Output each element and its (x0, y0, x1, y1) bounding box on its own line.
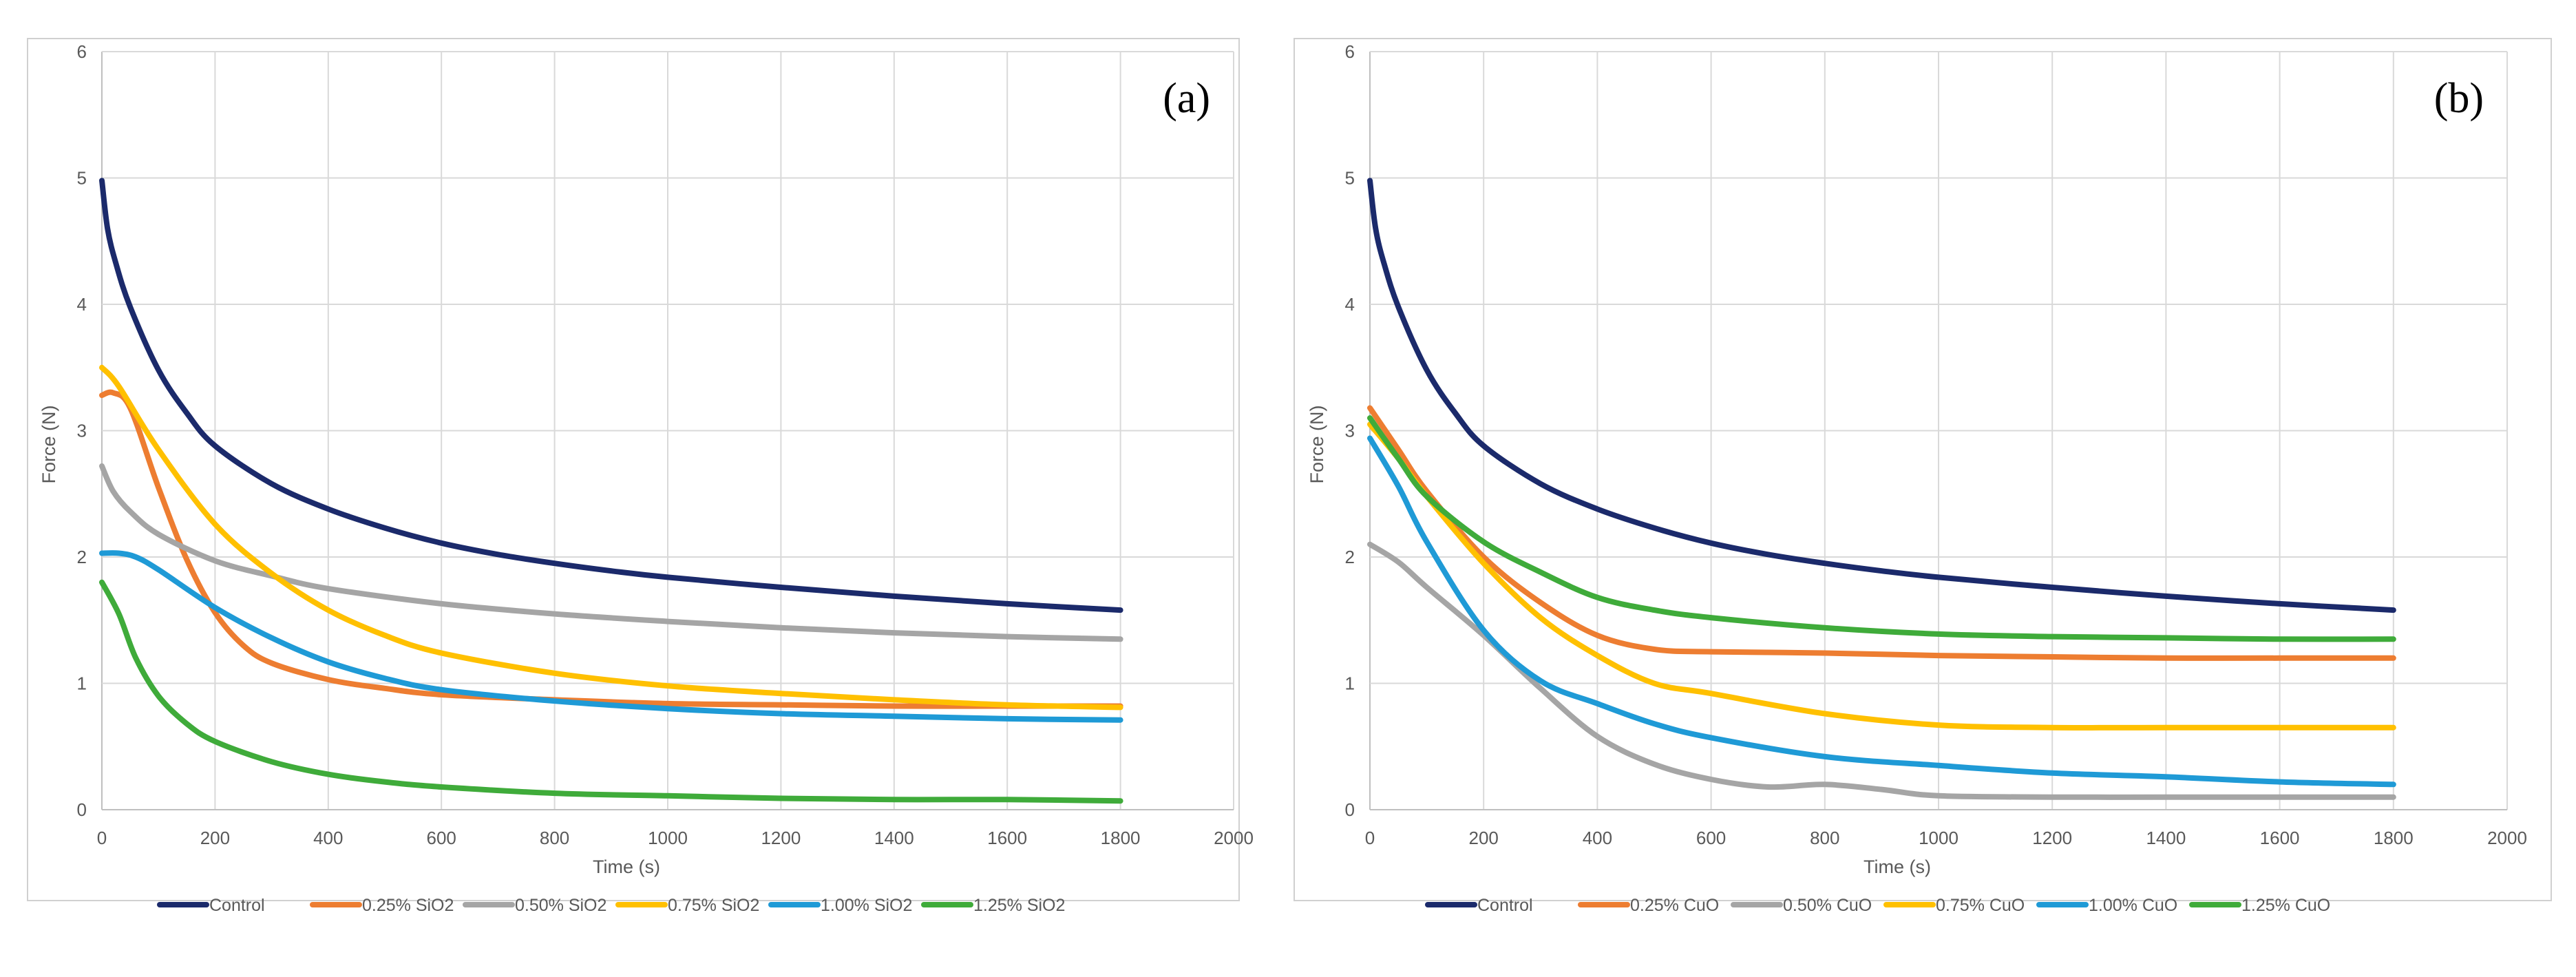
y-tick-label: 5 (77, 168, 87, 189)
legend-label: 0.25% CuO (1630, 896, 1719, 915)
y-tick-label: 0 (1345, 799, 1355, 820)
y-axis-title: Force (N) (39, 406, 59, 484)
series-line-5 (1367, 435, 2396, 788)
x-tick-label: 1600 (2260, 828, 2300, 848)
legend-label: 0.75% CuO (1936, 896, 2025, 915)
series-line-4 (99, 364, 1123, 711)
y-tick-label: 3 (77, 421, 87, 441)
y-tick-label: 5 (1345, 168, 1355, 189)
x-tick-label: 2000 (2487, 828, 2527, 848)
x-tick-label: 1000 (648, 828, 688, 848)
series-line-2 (1367, 405, 2396, 661)
x-tick-label: 400 (313, 828, 343, 848)
y-tick-label: 3 (1345, 421, 1355, 441)
legend-label: 0.50% SiO2 (515, 896, 606, 915)
x-axis-title: Time (s) (1864, 857, 1931, 877)
series-line-6 (1367, 415, 2396, 642)
series-line-2 (99, 389, 1123, 709)
y-axis-title: Force (N) (1307, 406, 1327, 484)
legend-label: 1.00% SiO2 (821, 896, 912, 915)
x-tick-label: 0 (97, 828, 107, 848)
x-tick-label: 1400 (2146, 828, 2186, 848)
y-tick-label: 4 (77, 294, 87, 315)
legend-label: 1.00% CuO (2089, 896, 2177, 915)
x-tick-label: 1400 (874, 828, 914, 848)
x-tick-label: 1000 (1919, 828, 1959, 848)
x-tick-label: 600 (1696, 828, 1726, 848)
y-tick-label: 6 (1345, 41, 1355, 62)
y-tick-label: 6 (77, 41, 87, 62)
y-tick-label: 0 (77, 799, 87, 820)
panel-label: (a) (1163, 75, 1210, 122)
legend-label: Control (209, 896, 265, 915)
series-line-3 (99, 463, 1123, 642)
legend-label: 0.75% SiO2 (668, 896, 759, 915)
x-tick-label: 2000 (1214, 828, 1254, 848)
panel-label: (b) (2434, 75, 2484, 122)
x-tick-label: 400 (1583, 828, 1612, 848)
legend-label: Control (1477, 896, 1533, 915)
y-tick-label: 1 (1345, 673, 1355, 694)
x-axis-title: Time (s) (593, 857, 660, 877)
legend-label: 1.25% CuO (2241, 896, 2330, 915)
series-line-3 (1367, 541, 2396, 800)
x-tick-label: 200 (200, 828, 230, 848)
series-line-5 (99, 550, 1123, 723)
y-tick-label: 4 (1345, 294, 1355, 315)
legend-label: 0.25% SiO2 (362, 896, 454, 915)
x-tick-label: 0 (1365, 828, 1375, 848)
x-tick-label: 600 (427, 828, 456, 848)
series-line-6 (99, 579, 1123, 804)
x-tick-label: 1800 (2374, 828, 2414, 848)
x-tick-label: 800 (540, 828, 569, 848)
x-tick-label: 1200 (2032, 828, 2072, 848)
x-tick-label: 1800 (1101, 828, 1141, 848)
y-tick-label: 2 (77, 547, 87, 567)
y-tick-label: 2 (1345, 547, 1355, 567)
panel-frame (1294, 38, 2552, 901)
x-tick-label: 1200 (761, 828, 801, 848)
series-line-1 (1367, 178, 2396, 613)
legend-label: 0.50% CuO (1783, 896, 1872, 915)
panel-frame (27, 38, 1240, 901)
panel-a-chart: 0 200 400 600 800 1000 1200 1400 1600 1800 2000 0 1 2… (27, 38, 1254, 915)
x-tick-label: 800 (1810, 828, 1839, 848)
y-tick-label: 1 (77, 673, 87, 694)
legend-label: 1.25% SiO2 (973, 896, 1065, 915)
x-tick-label: 1600 (987, 828, 1027, 848)
x-tick-label: 200 (1469, 828, 1499, 848)
series-line-1 (99, 178, 1123, 613)
series-line-4 (1367, 421, 2396, 731)
panel-b-chart: 0 200 400 600 800 1000 1200 1400 1600 1800 2000 0 1 2… (1294, 38, 2552, 915)
